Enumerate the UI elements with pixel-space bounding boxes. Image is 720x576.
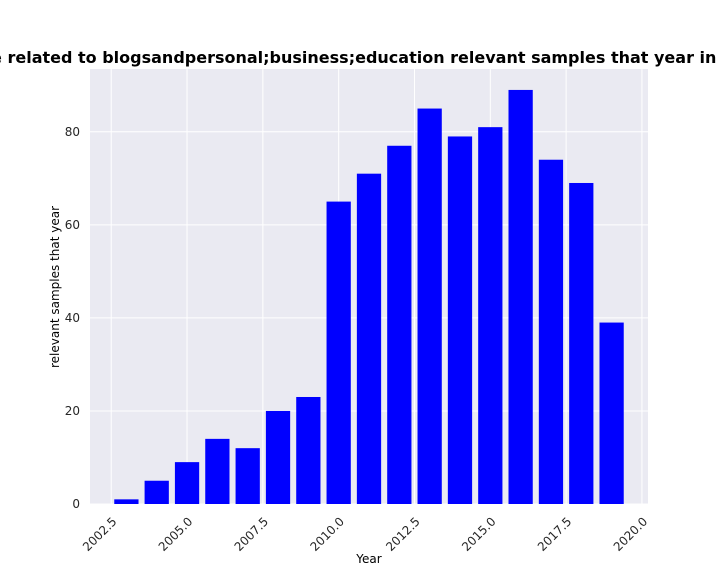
bar-2012 [387,145,412,504]
bar-2018 [569,182,594,505]
chart-title: ries are related to blogsandpersonal;bus… [0,48,720,67]
y-tick-label-4: 80 [65,125,80,139]
bar-2011 [356,173,382,504]
bar-2009 [296,396,321,504]
y-tick-label-1: 20 [65,404,80,418]
bar-2016 [508,89,533,505]
bar-2015 [478,127,503,504]
bar-2008 [265,410,291,504]
y-tick-label-0: 0 [72,497,80,511]
x-tick-label-5: 2015.0 [459,514,499,554]
bar-2019 [599,322,624,504]
bar-2013 [417,108,442,504]
x-tick-labels: 2002.5 2005.0 2007.5 2010.0 2012.5 2015.0 2017… [80,514,650,554]
bar-2003 [114,499,139,504]
y-tick-label-2: 40 [65,311,80,325]
bar-2006 [205,438,230,504]
x-tick-label-4: 2012.5 [383,514,423,554]
bar-2005 [174,462,200,504]
x-tick-label-3: 2010.0 [307,514,347,554]
bar-2007 [235,448,260,504]
x-tick-label-0: 2002.5 [80,514,120,554]
y-axis-label: relevant samples that year [48,206,62,368]
x-axis-label: Year [355,552,381,566]
x-tick-label-2: 2007.5 [232,514,272,554]
bars [114,89,624,505]
x-tick-label-1: 2005.0 [156,514,196,554]
x-tick-label-6: 2017.5 [535,514,575,554]
bar-2010 [326,201,351,505]
bar-2004 [144,480,169,504]
x-tick-label-7: 2020.0 [611,514,651,554]
y-tick-label-3: 60 [65,218,80,232]
y-tick-labels: 0 20 40 60 80 [65,125,80,511]
bar-2014 [447,136,473,504]
bar-2017 [538,159,564,504]
